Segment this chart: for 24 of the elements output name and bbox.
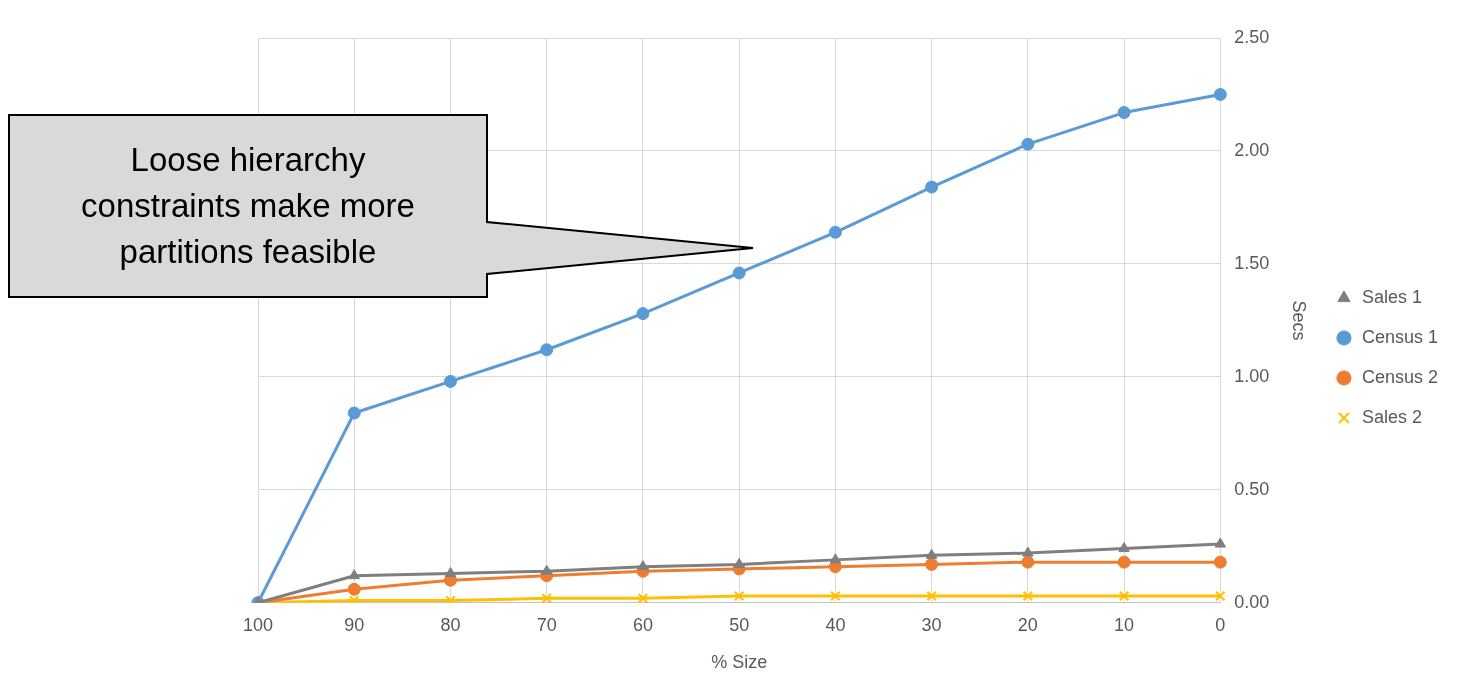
y-tick-label: 1.50 [1234,252,1270,273]
y-tick-label: 2.50 [1234,26,1270,47]
annotation: Loose hierarchy constraints make more partitions feasible [80,140,416,272]
x-tick-label: 50 [729,614,750,635]
x-tick-label: 90 [344,614,365,635]
x-tick-label: 40 [825,614,846,635]
legend-label: Sales 2 [1361,406,1422,427]
x-tick-label: 80 [440,614,461,635]
y-tick-label: 2.00 [1234,139,1270,160]
legend-label: Census 2 [1361,366,1438,387]
legend-label: Sales 1 [1361,286,1422,307]
y-axis-title: Secs [1289,300,1310,341]
y-tick-label: 1.00 [1234,365,1270,386]
x-tick-label: 100 [242,614,274,635]
x-tick-label: 60 [632,614,653,635]
x-axis-title: % Size [711,652,768,673]
y-tick-label: 0.50 [1234,478,1270,499]
legend-label: Census 1 [1361,326,1438,347]
x-tick-label: 30 [921,614,942,635]
x-tick-label: 0 [1215,614,1226,635]
x-tick-label: 70 [536,614,557,635]
x-tick-label: 10 [1114,614,1135,635]
x-tick-label: 20 [1017,614,1038,635]
y-tick-label: 0.00 [1234,591,1270,612]
